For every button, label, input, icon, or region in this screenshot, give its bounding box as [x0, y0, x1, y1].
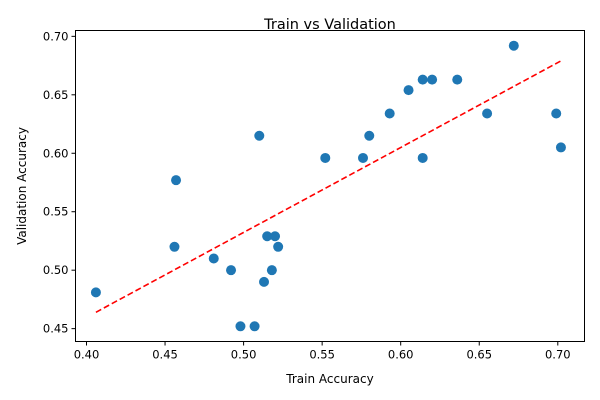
data-point — [482, 108, 493, 119]
data-point — [452, 74, 463, 85]
y-tick-label: 0.55 — [43, 205, 69, 219]
data-point — [508, 40, 519, 51]
data-point — [357, 152, 368, 163]
data-point — [90, 287, 101, 298]
x-tick-label: 0.60 — [388, 348, 414, 362]
data-point — [555, 142, 566, 153]
data-point — [235, 321, 246, 332]
data-point — [266, 265, 277, 276]
data-point — [226, 265, 237, 276]
y-tick-label: 0.50 — [43, 263, 69, 277]
y-tick-label: 0.45 — [43, 322, 69, 336]
data-point — [551, 108, 562, 119]
x-tick-label: 0.50 — [231, 348, 257, 362]
data-point — [254, 130, 265, 141]
chart-title: Train vs Validation — [263, 17, 396, 33]
data-point — [259, 276, 270, 287]
data-point — [249, 321, 260, 332]
data-point — [403, 85, 414, 96]
data-point — [262, 231, 273, 242]
data-point — [417, 152, 428, 163]
x-tick-label: 0.65 — [466, 348, 492, 362]
data-point — [417, 74, 428, 85]
plot-frame — [75, 30, 585, 342]
x-tick-label: 0.70 — [545, 348, 571, 362]
y-axis-label: Validation Accuracy — [15, 127, 29, 245]
data-point — [208, 253, 219, 264]
y-tick-label: 0.70 — [43, 29, 69, 43]
data-point — [320, 152, 331, 163]
plot-area — [90, 40, 566, 332]
x-axis-label: Train Accuracy — [285, 372, 373, 386]
y-tick-label: 0.60 — [43, 146, 69, 160]
data-point — [270, 231, 281, 242]
data-point — [384, 108, 395, 119]
data-point — [171, 175, 182, 186]
y-tick-label: 0.65 — [43, 88, 69, 102]
data-point — [169, 241, 180, 252]
data-point — [427, 74, 438, 85]
x-tick-label: 0.40 — [74, 348, 100, 362]
data-point — [364, 130, 375, 141]
x-tick-label: 0.55 — [309, 348, 335, 362]
x-tick-label: 0.45 — [152, 348, 178, 362]
trend-line — [95, 60, 562, 313]
data-point — [273, 241, 284, 252]
